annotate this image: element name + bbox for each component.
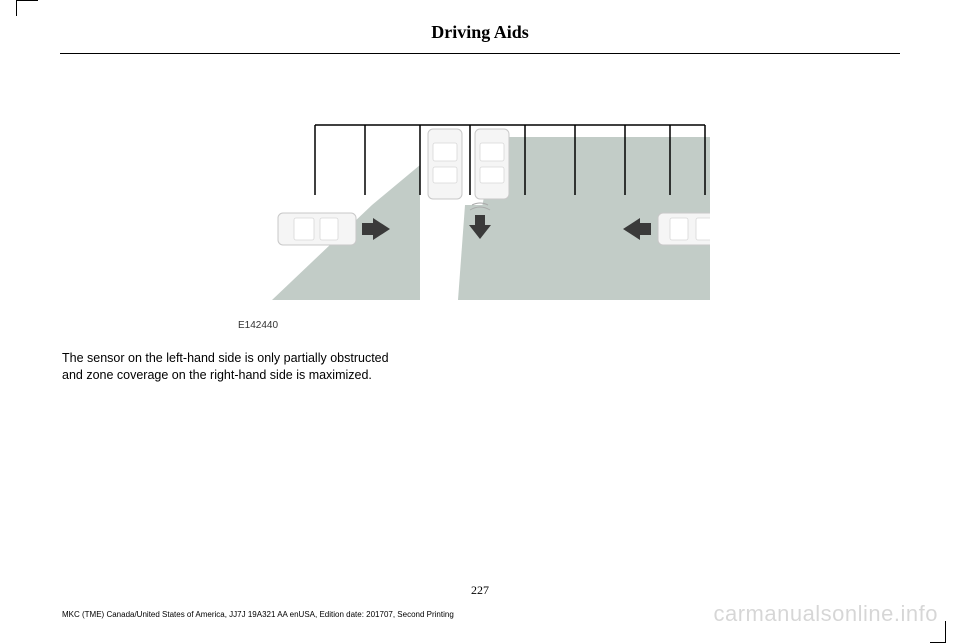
header-rule [60, 53, 900, 54]
crop-mark-bottom-right [945, 621, 946, 643]
watermark: carmanualsonline.info [713, 601, 938, 627]
parking-diagram [250, 115, 710, 315]
crop-mark-top-left [16, 0, 38, 1]
diagram-label: E142440 [238, 320, 278, 331]
page-number: 227 [0, 583, 960, 598]
body-paragraph: The sensor on the left-hand side is only… [62, 350, 412, 384]
page-title: Driving Aids [0, 0, 960, 53]
footer-meta: MKC (TME) Canada/United States of Americ… [62, 610, 454, 619]
